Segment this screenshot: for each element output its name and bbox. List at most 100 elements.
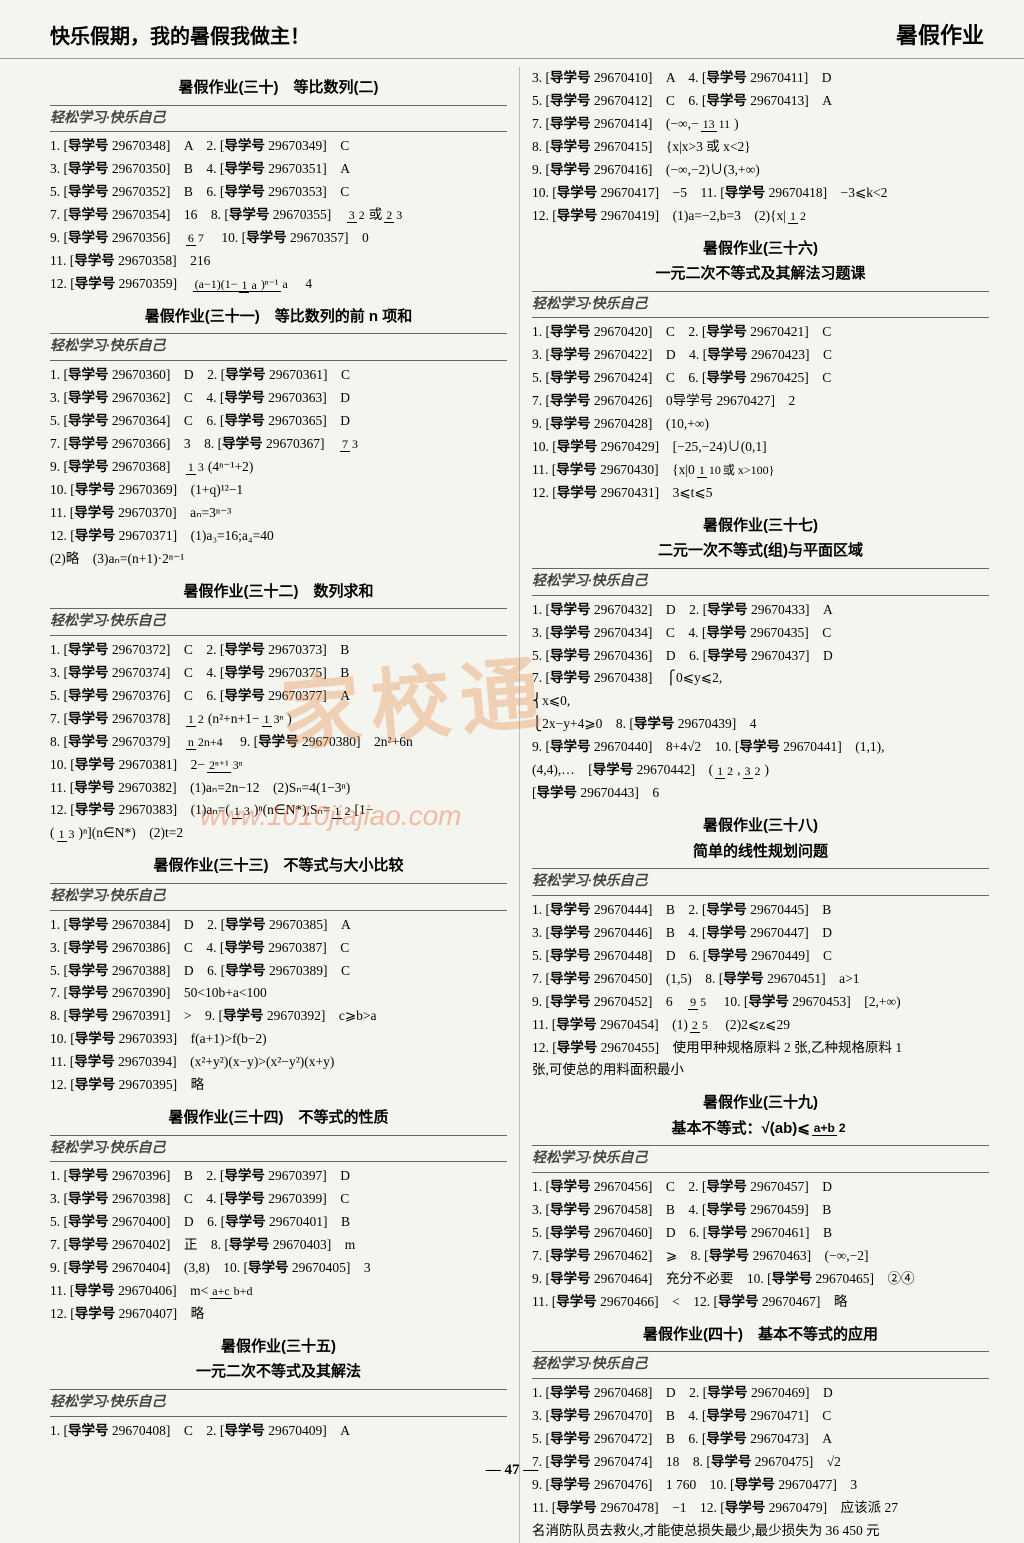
section-subheader: 轻松学习·快乐自己 [532,291,989,319]
answer-row: 1. [导学号 29670444] B 2. [导学号 29670445] B [532,899,989,922]
header-right-text: 暑假作业 [896,18,984,50]
answer-row: 11. [导学号 29670406] m<a+cb+d [50,1280,507,1303]
answer-row: 12. [导学号 29670455] 使用甲种规格原料 2 张,乙种规格原料 1… [532,1037,989,1083]
answer-row: 12. [导学号 29670419] (1)a=−2,b=3 (2){x|12 [532,205,989,228]
answer-row: 7. [导学号 29670462] ⩾ 8. [导学号 29670463] (−… [532,1245,989,1268]
answer-row: 1. [导学号 29670408] C 2. [导学号 29670409] A [50,1420,507,1443]
answer-row: 5. [导学号 29670448] D 6. [导学号 29670449] C [532,945,989,968]
answer-row: 11. [导学号 29670466] < 12. [导学号 29670467] … [532,1291,989,1314]
answer-row: 11. [导学号 29670478] −1 12. [导学号 29670479]… [532,1497,989,1543]
answer-row: 5. [导学号 29670460] D 6. [导学号 29670461] B [532,1222,989,1245]
right-column: 3. [导学号 29670410] A 4. [导学号 29670411] D5… [532,67,989,1543]
answer-row: 5. [导学号 29670424] C 6. [导学号 29670425] C [532,367,989,390]
answer-row: 9. [导学号 29670416] (−∞,−2)∪(3,+∞) [532,159,989,182]
section-title: 暑假作业(三十三) 不等式与大小比较 [50,853,507,879]
answer-row: 3. [导学号 29670458] B 4. [导学号 29670459] B [532,1199,989,1222]
answer-row: 9. [导学号 29670356] 67 10. [导学号 29670357] … [50,227,507,250]
answer-row: 3. [导学号 29670374] C 4. [导学号 29670375] B [50,662,507,685]
answer-row: (13)ⁿ](n∈N*) (2)t=2 [50,822,507,845]
answer-row: 5. [导学号 29670364] C 6. [导学号 29670365] D [50,410,507,433]
section-subheader: 轻松学习·快乐自己 [50,1389,507,1417]
answer-row: 11. [导学号 29670394] (x²+y²)(x−y)>(x²−y²)(… [50,1051,507,1074]
answer-row: 12. [导学号 29670431] 3⩽t⩽5 [532,482,989,505]
answer-row: 5. [导学号 29670412] C 6. [导学号 29670413] A [532,90,989,113]
answer-row: 1. [导学号 29670420] C 2. [导学号 29670421] C [532,321,989,344]
section-subheader: 轻松学习·快乐自己 [50,883,507,911]
section-title: 暑假作业(三十八)简单的线性规划问题 [532,813,989,864]
section-subheader: 轻松学习·快乐自己 [532,1145,989,1173]
answer-row: 5. [导学号 29670352] B 6. [导学号 29670353] C [50,181,507,204]
section-title: 暑假作业(四十) 基本不等式的应用 [532,1322,989,1348]
answer-row: 3. [导学号 29670422] D 4. [导学号 29670423] C [532,344,989,367]
answer-row: 3. [导学号 29670350] B 4. [导学号 29670351] A [50,158,507,181]
answer-row: 12. [导学号 29670383] (1)aₙ=(13)ⁿ(n∈N*),Sₙ=… [50,799,507,822]
answer-row: 5. [导学号 29670472] B 6. [导学号 29670473] A [532,1428,989,1451]
answer-row: 10. [导学号 29670381] 2−2ⁿ⁺¹3ⁿ [50,754,507,777]
left-column: 暑假作业(三十) 等比数列(二)轻松学习·快乐自己1. [导学号 2967034… [50,67,507,1543]
answer-row: 5. [导学号 29670376] C 6. [导学号 29670377] A [50,685,507,708]
answer-row: 1. [导学号 29670372] C 2. [导学号 29670373] B [50,639,507,662]
answer-row: 12. [导学号 29670395] 略 [50,1074,507,1097]
answer-row: 1. [导学号 29670384] D 2. [导学号 29670385] A [50,914,507,937]
answer-row: 3. [导学号 29670434] C 4. [导学号 29670435] C [532,622,989,645]
section-subheader: 轻松学习·快乐自己 [532,868,989,896]
answer-row: 7. [导学号 29670378] 12(n²+n+1−13ⁿ) [50,708,507,731]
answer-row: (2)略 (3)aₙ=(n+1)·2ⁿ⁻¹ [50,548,507,571]
answer-row: 10. [导学号 29670369] (1+q)¹²−1 [50,479,507,502]
page-header: 快乐假期，我的暑假我做主！ 暑假作业 [0,0,1024,59]
answer-row: 9. [导学号 29670452] 6 95 10. [导学号 29670453… [532,991,989,1014]
column-divider [519,67,520,1543]
answer-row: 12. [导学号 29670359] (a−1)(1−1a)ⁿ⁻¹a 4 [50,273,507,296]
answer-row: 7. [导学号 29670366] 3 8. [导学号 29670367] 73 [50,433,507,456]
answer-row: 9. [导学号 29670428] (10,+∞) [532,413,989,436]
section-subheader: 轻松学习·快乐自己 [50,105,507,133]
answer-row: 7. [导学号 29670354] 16 8. [导学号 29670355] 3… [50,204,507,227]
content-area: 暑假作业(三十) 等比数列(二)轻松学习·快乐自己1. [导学号 2967034… [0,59,1024,1543]
answer-row: 1. [导学号 29670348] A 2. [导学号 29670349] C [50,135,507,158]
answer-row: 1. [导学号 29670456] C 2. [导学号 29670457] D [532,1176,989,1199]
answer-row: 11. [导学号 29670382] (1)aₙ=2n−12 (2)Sₙ=4(1… [50,777,507,800]
answer-row: 8. [导学号 29670415] {x|x>3 或 x<2} [532,136,989,159]
answer-row: 5. [导学号 29670400] D 6. [导学号 29670401] B [50,1211,507,1234]
answer-row: 5. [导学号 29670388] D 6. [导学号 29670389] C [50,960,507,983]
answer-row: 11. [导学号 29670430] {x|0110或 x>100} [532,459,989,482]
answer-row: 12. [导学号 29670407] 略 [50,1303,507,1326]
section-title: 暑假作业(三十五)一元二次不等式及其解法 [50,1334,507,1385]
section-title: 暑假作业(三十九)基本不等式：√(ab)⩽a+b2 [532,1090,989,1141]
answer-row: 1. [导学号 29670432] D 2. [导学号 29670433] A [532,599,989,622]
answer-row: 8. [导学号 29670379] n2n+4 9. [导学号 29670380… [50,731,507,754]
section-subheader: 轻松学习·快乐自己 [50,333,507,361]
answer-row: 11. [导学号 29670370] aₙ=3ⁿ⁻³ [50,502,507,525]
section-title: 暑假作业(三十六)一元二次不等式及其解法习题课 [532,236,989,287]
answer-row: 1. [导学号 29670468] D 2. [导学号 29670469] D [532,1382,989,1405]
answer-row: 10. [导学号 29670417] −5 11. [导学号 29670418]… [532,182,989,205]
answer-row: 1. [导学号 29670360] D 2. [导学号 29670361] C [50,364,507,387]
answer-row: 10. [导学号 29670429] [−25,−24)∪(0,1] [532,436,989,459]
answer-row: 7. [导学号 29670390] 50<10b+a<100 [50,982,507,1005]
answer-row: 10. [导学号 29670393] f(a+1)>f(b−2) [50,1028,507,1051]
answer-row: 9. [导学号 29670368] 13(4ⁿ⁻¹+2) [50,456,507,479]
page-number: — 47 — [0,1462,1024,1479]
answer-row: 12. [导学号 29670371] (1)a₃=16;a₄=40 [50,525,507,548]
answer-row: 8. [导学号 29670391] > 9. [导学号 29670392] c⩾… [50,1005,507,1028]
answer-row: 9. [导学号 29670404] (3,8) 10. [导学号 2967040… [50,1257,507,1280]
section-title: 暑假作业(三十二) 数列求和 [50,579,507,605]
section-title: 暑假作业(三十) 等比数列(二) [50,75,507,101]
section-subheader: 轻松学习·快乐自己 [50,1135,507,1163]
section-title: 暑假作业(三十一) 等比数列的前 n 项和 [50,304,507,330]
answer-row: 11. [导学号 29670358] 216 [50,250,507,273]
answer-row: 5. [导学号 29670436] D 6. [导学号 29670437] D [532,645,989,668]
answer-row: 7. [导学号 29670426] 0导学号 29670427] 2 [532,390,989,413]
section-subheader: 轻松学习·快乐自己 [532,1351,989,1379]
answer-row: (4,4),… [导学号 29670442] (12,32) [532,759,989,782]
section-title: 暑假作业(三十七)二元一次不等式(组)与平面区域 [532,513,989,564]
section-subheader: 轻松学习·快乐自己 [532,568,989,596]
answer-row: 7. [导学号 29670438] ⎧0⩽y⩽2,⎨x⩽0,⎩2x−y+4⩾0 … [532,667,989,736]
answer-row: 3. [导学号 29670362] C 4. [导学号 29670363] D [50,387,507,410]
answer-row: [导学号 29670443] 6 [532,782,989,805]
answer-row: 7. [导学号 29670414] (−∞,−1311) [532,113,989,136]
section-title: 暑假作业(三十四) 不等式的性质 [50,1105,507,1131]
answer-row: 1. [导学号 29670396] B 2. [导学号 29670397] D [50,1165,507,1188]
answer-row: 9. [导学号 29670464] 充分不必要 10. [导学号 2967046… [532,1268,989,1291]
answer-row: 11. [导学号 29670454] (1)25 (2)2⩽z⩽29 [532,1014,989,1037]
